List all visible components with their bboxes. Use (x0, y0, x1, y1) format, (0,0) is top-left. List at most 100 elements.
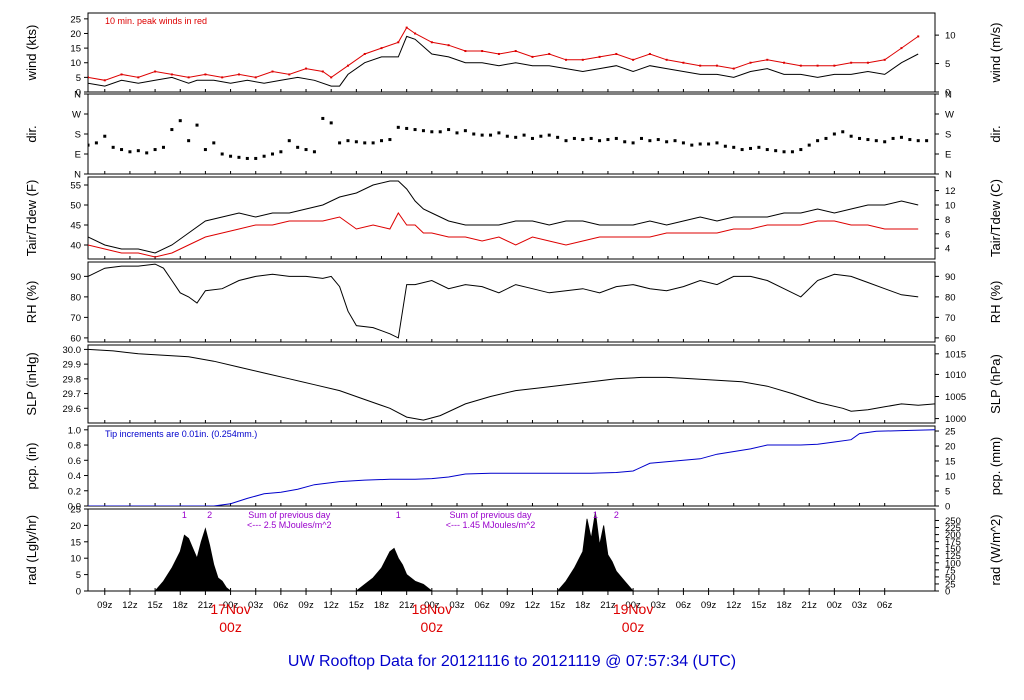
dir-ylabel: dir. (24, 125, 39, 142)
pcp-ytick-right-label: 10 (945, 471, 956, 482)
temp-ytick-label: 55 (70, 181, 81, 192)
wind-peak-point (615, 52, 618, 55)
pcp-ytick-right-label: 25 (945, 427, 956, 438)
dir-point (564, 139, 568, 143)
wind-peak-point (271, 70, 274, 73)
dir-point (631, 141, 635, 145)
day-label-z: 00z (219, 619, 242, 635)
dir-point (514, 135, 518, 139)
wind-peak-point (883, 58, 886, 61)
rad-ytick-right-label: 200 (945, 530, 961, 541)
dir-point (639, 136, 643, 140)
wind-peak-point (715, 64, 718, 67)
dir-point (270, 152, 274, 156)
dir-point (807, 143, 811, 147)
dir-point (790, 150, 794, 154)
wind-peak-point (548, 52, 551, 55)
rh-ytick-right-label: 80 (945, 292, 956, 303)
day-label: 18Nov (412, 601, 452, 617)
rad-peak-label: 1 (396, 510, 401, 520)
rad-ytick-right-label: 150 (945, 544, 961, 555)
dir-point (354, 140, 358, 144)
dir-point (824, 136, 828, 140)
temp-ytick-right-label: 6 (945, 229, 950, 240)
dir-point (480, 133, 484, 137)
rad-daily-sum: Sum of previous day (450, 510, 533, 520)
dir-frame (87, 93, 936, 175)
slp-ylabel: SLP (inHg) (24, 352, 39, 415)
panel-temp: Tair/Tdew (F) Tair/Tdew (C) 40 45 50 55 4 6 8 10 1… (24, 176, 1003, 260)
dir-point (212, 141, 216, 145)
temp-line-0 (88, 180, 919, 254)
rad-ytick-label: 25 (70, 505, 81, 516)
dir-point (237, 155, 241, 159)
dir-point (723, 144, 727, 148)
x-tick-label: 03z (651, 600, 667, 611)
dir-point (438, 130, 442, 134)
rad-ytick-right-label: 0 (945, 587, 950, 598)
rad-ytick-right-label: 175 (945, 537, 961, 548)
slp-ytick-label: 29.9 (63, 360, 82, 371)
dir-point (321, 116, 325, 120)
x-tick-label: 21z (198, 600, 214, 611)
dir-point (405, 126, 409, 130)
x-tick-label: 18z (374, 600, 390, 611)
dir-point (421, 129, 425, 133)
wind-peak-point (665, 58, 668, 61)
wind-peak-point (305, 67, 308, 70)
dir-ytick-label: N (74, 170, 81, 181)
dir-point (908, 138, 912, 142)
dir-point (455, 131, 459, 135)
dir-ytick-label: E (75, 150, 81, 161)
x-tick-label: 15z (550, 600, 566, 611)
rad-ytick-right-label: 75 (945, 565, 956, 576)
dir-point (581, 138, 585, 142)
wind-peak-point (699, 64, 702, 67)
slp-ytick-label: 30.0 (63, 345, 82, 356)
wind-peak-point (514, 50, 517, 53)
wind-ylabel-right: wind (m/s) (988, 23, 1003, 84)
x-tick-label: 03z (449, 600, 465, 611)
panel-wind: wind (kts) wind (m/s) 0 5 10 15 20 25 0 5 10 10 min… (24, 12, 1003, 99)
wind-line-0 (88, 35, 919, 87)
dir-point (891, 136, 895, 140)
rad-ytick-right-label: 50 (945, 572, 956, 583)
dir-point (312, 150, 316, 154)
dir-point (187, 139, 191, 143)
x-tick-label: 21z (600, 600, 616, 611)
wind-peak-point (531, 55, 534, 58)
dir-point (287, 139, 291, 143)
dir-point (698, 142, 702, 146)
wind-ytick-label: 5 (76, 73, 81, 84)
slp-ytick-right-label: 1005 (945, 392, 966, 403)
dir-point (380, 139, 384, 143)
wind-ytick-right-label: 5 (945, 59, 950, 70)
dir-point (681, 141, 685, 145)
wind-peak-point (103, 79, 106, 82)
day-label: 17Nov (210, 601, 250, 617)
dir-point (203, 148, 207, 152)
slp-ytick-label: 29.6 (63, 404, 82, 415)
wind-peak-point (481, 50, 484, 53)
x-tick-label: 09z (298, 600, 314, 611)
dir-point (606, 138, 610, 142)
dir-point (572, 136, 576, 140)
dir-point (388, 138, 392, 142)
dir-ylabel-right: dir. (988, 125, 1003, 142)
rad-peak-label: 2 (614, 510, 619, 520)
dir-point (774, 149, 778, 153)
wind-peak-point (799, 64, 802, 67)
dir-point (665, 140, 669, 144)
dir-point (220, 152, 224, 156)
dir-point (111, 145, 115, 149)
dir-point (120, 148, 124, 152)
wind-peak-point (900, 47, 903, 50)
dir-point (145, 151, 149, 155)
temp-ylabel-right: Tair/Tdew (C) (988, 179, 1003, 257)
dir-point (522, 133, 526, 137)
wind-series (88, 26, 920, 87)
x-tick-label: 06z (273, 600, 289, 611)
dir-ytick-label: S (75, 130, 81, 141)
slp-line-0 (88, 348, 935, 421)
dir-point (589, 136, 593, 140)
